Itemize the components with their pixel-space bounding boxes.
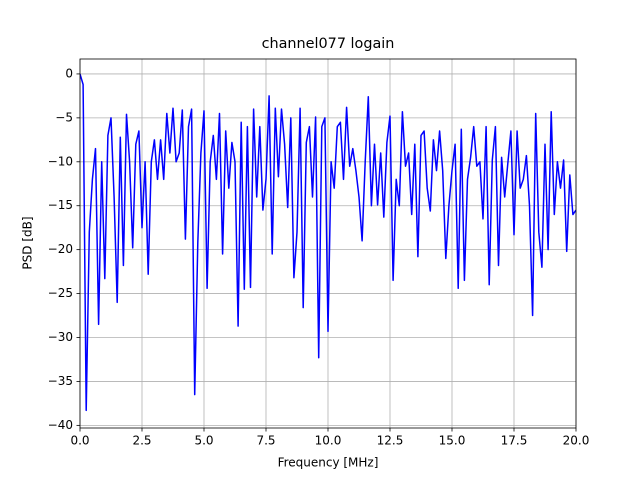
x-tick-label: 17.5 [501, 434, 528, 448]
x-tick-label: 0.0 [70, 434, 89, 448]
x-tick-label: 2.5 [132, 434, 151, 448]
x-tick-label: 12.5 [377, 434, 404, 448]
x-tick-label: 10.0 [315, 434, 342, 448]
y-tick-label: 0 [65, 66, 73, 80]
chart-title: channel077 logain [262, 36, 395, 52]
y-tick-label: −15 [48, 198, 73, 212]
y-tick-label: −30 [48, 330, 73, 344]
y-tick-label: −25 [48, 286, 73, 300]
y-tick-label: −5 [55, 110, 73, 124]
data-line [80, 73, 576, 412]
y-tick-label: −20 [48, 242, 73, 256]
plot-frame [79, 58, 577, 429]
y-tick-label: −10 [48, 154, 73, 168]
y-tick-label: −35 [48, 374, 73, 388]
x-tick-label: 5.0 [194, 434, 213, 448]
x-tick-label: 15.0 [439, 434, 466, 448]
x-axis-label: Frequency [MHz] [278, 456, 379, 470]
y-tick-label: −40 [48, 418, 73, 432]
y-axis-label: PSD [dB] [21, 216, 35, 269]
x-tick-label: 7.5 [256, 434, 275, 448]
x-tick-label: 20.0 [563, 434, 590, 448]
